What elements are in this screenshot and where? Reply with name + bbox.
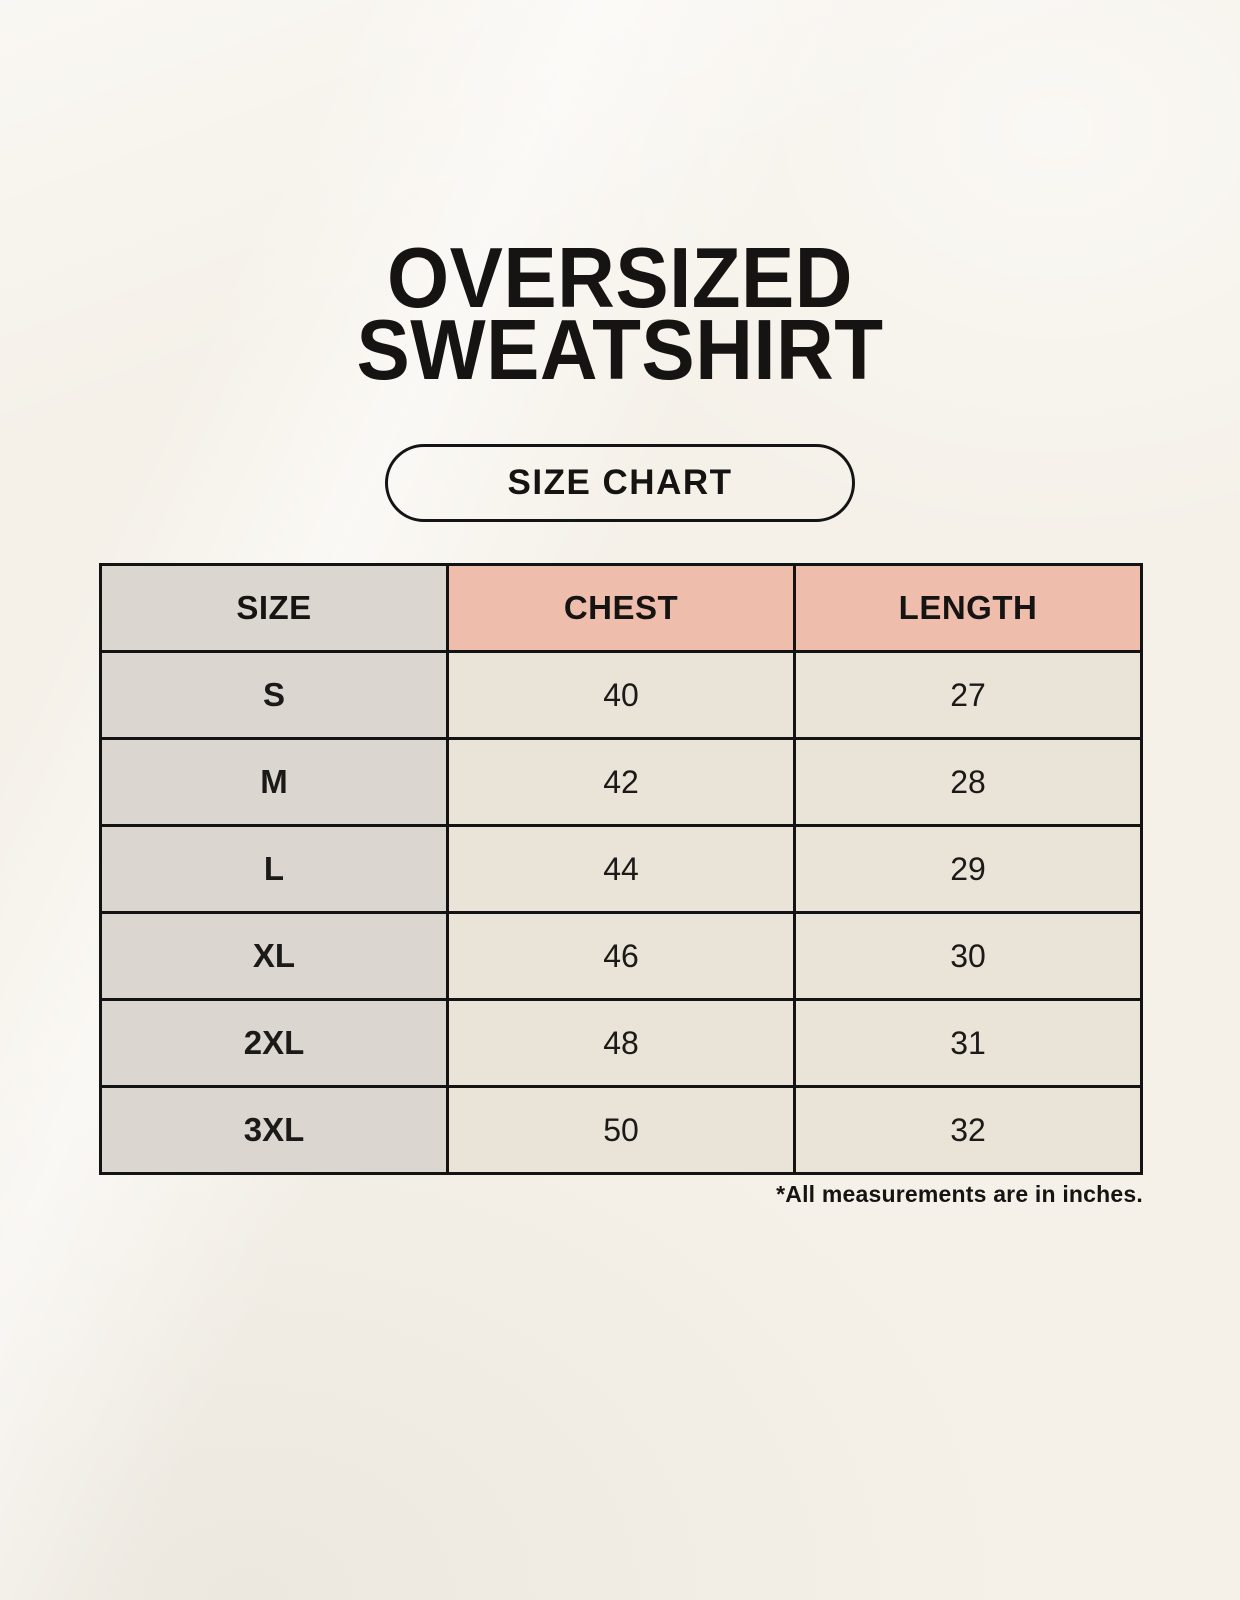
table-row-xl: XL 46 30: [99, 911, 1143, 1001]
table-row-m: M 42 28: [99, 737, 1143, 827]
length-value: 31: [793, 998, 1143, 1088]
page-title-line1: OVERSIZED: [387, 231, 853, 326]
table-row-3xl: 3XL 50 32: [99, 1085, 1143, 1175]
table-row-s: S 40 27: [99, 650, 1143, 740]
size-label: XL: [99, 911, 449, 1001]
chest-value: 48: [446, 998, 796, 1088]
header-length: LENGTH: [793, 563, 1143, 653]
header-chest: CHEST: [446, 563, 796, 653]
chest-value: 42: [446, 737, 796, 827]
size-label: L: [99, 824, 449, 914]
chest-value: 46: [446, 911, 796, 1001]
length-value: 32: [793, 1085, 1143, 1175]
page-title: OVERSIZED SWEATSHIRT: [37, 236, 1203, 393]
size-label: 3XL: [99, 1085, 449, 1175]
chest-value: 44: [446, 824, 796, 914]
size-chart-table: SIZE CHEST LENGTH S 40 27 M 42 28 L 44 2…: [99, 563, 1143, 1175]
length-value: 30: [793, 911, 1143, 1001]
table-header-row: SIZE CHEST LENGTH: [99, 563, 1143, 653]
size-label: S: [99, 650, 449, 740]
size-chart-badge: SIZE CHART: [385, 444, 855, 522]
chest-value: 50: [446, 1085, 796, 1175]
length-value: 28: [793, 737, 1143, 827]
length-value: 29: [793, 824, 1143, 914]
length-value: 27: [793, 650, 1143, 740]
size-label: 2XL: [99, 998, 449, 1088]
table-row-l: L 44 29: [99, 824, 1143, 914]
size-label: M: [99, 737, 449, 827]
chest-value: 40: [446, 650, 796, 740]
page-title-line2: SWEATSHIRT: [356, 303, 884, 398]
size-chart-badge-label: SIZE CHART: [507, 463, 733, 502]
header-size: SIZE: [99, 563, 449, 653]
table-row-2xl: 2XL 48 31: [99, 998, 1143, 1088]
measurements-footnote: *All measurements are in inches.: [776, 1181, 1143, 1207]
